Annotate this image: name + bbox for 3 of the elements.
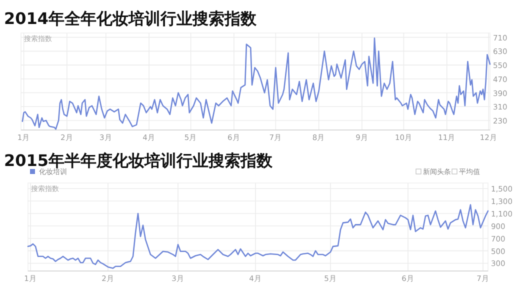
chart-title: 2015年半年度化妆培训行业搜索指数 — [4, 151, 274, 170]
line-series — [27, 204, 489, 269]
chart-title: 2014年全年化妆培训行业搜索指数 — [4, 9, 258, 28]
